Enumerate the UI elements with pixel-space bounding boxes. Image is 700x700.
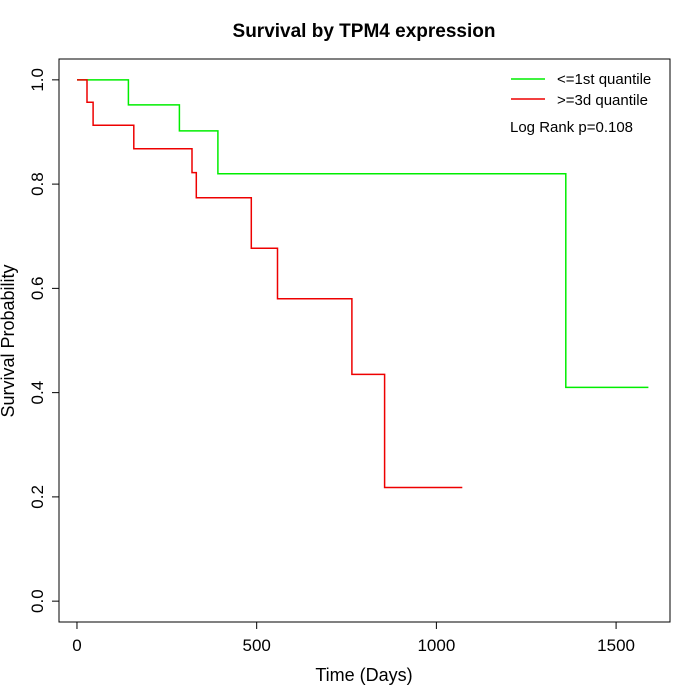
plot-frame — [58, 58, 671, 623]
chart-title: Survival by TPM4 expression — [233, 21, 496, 42]
legend-label-high: >=3d quantile — [557, 92, 648, 109]
legend: <=1st quantile >=3d quantile — [511, 71, 651, 109]
legend-label-low: <=1st quantile — [557, 71, 651, 88]
series-layer — [77, 79, 649, 489]
x-tick-label: 1500 — [597, 636, 635, 655]
y-tick-label: 0.8 — [28, 172, 47, 196]
x-axis: 0 500 1000 1500 — [72, 621, 635, 655]
x-tick-label: 1000 — [417, 636, 455, 655]
x-tick-label: 500 — [242, 636, 270, 655]
y-axis-label: Survival Probability — [0, 264, 18, 417]
x-tick-label: 0 — [72, 636, 81, 655]
x-axis-label: Time (Days) — [315, 665, 412, 685]
log-rank-annotation: Log Rank p=0.108 — [510, 119, 633, 136]
y-tick-label: 0.6 — [28, 277, 47, 301]
y-tick-label: 0.0 — [28, 589, 47, 613]
series-line-0 — [77, 79, 649, 389]
y-tick-label: 0.4 — [28, 381, 47, 405]
y-tick-label: 0.2 — [28, 485, 47, 509]
series-line-1 — [77, 79, 463, 489]
y-tick-label: 1.0 — [28, 68, 47, 92]
y-axis: 0.0 0.2 0.4 0.6 0.8 1.0 — [28, 68, 59, 613]
